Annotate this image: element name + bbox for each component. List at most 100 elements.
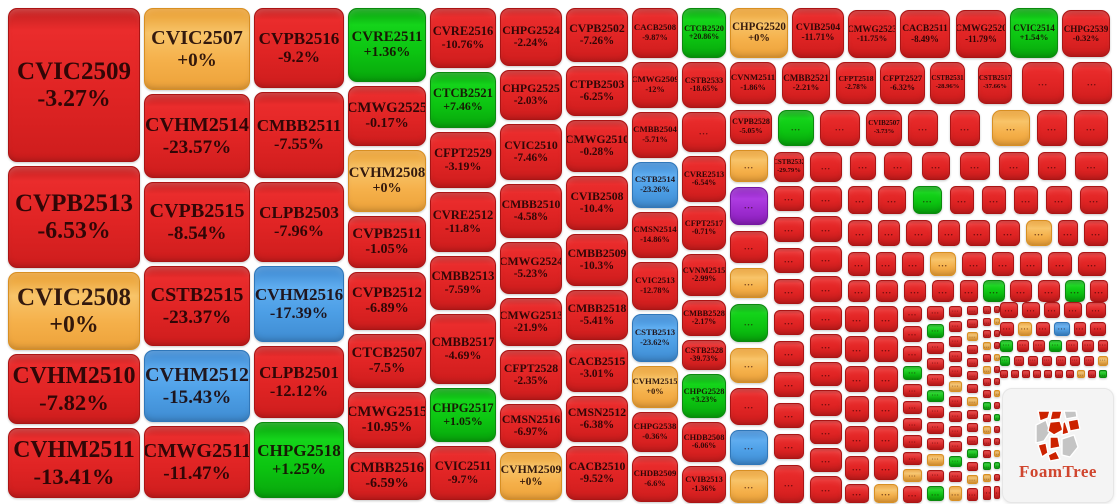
treemap-cell[interactable]: ... [1074, 322, 1086, 336]
treemap-cell[interactable]: ... [949, 396, 962, 407]
treemap-cell[interactable]: ... [876, 252, 896, 276]
treemap-cell[interactable]: ... [874, 426, 898, 452]
treemap-cell[interactable]: ... [994, 402, 1000, 409]
treemap-cell[interactable]: ... [949, 426, 962, 437]
treemap-cell[interactable]: ... [994, 438, 1000, 445]
treemap-cell[interactable]: ... [994, 318, 1000, 325]
treemap-cell[interactable]: ... [845, 426, 869, 452]
treemap-cell[interactable]: ... [1066, 370, 1074, 378]
treemap-cell-cvhm2515[interactable]: CVHM2515 +0% [632, 366, 678, 408]
treemap-cell[interactable]: ... [913, 186, 942, 214]
treemap-cell-chpg2518[interactable]: CHPG2518 +1.25% [254, 422, 344, 498]
treemap-cell[interactable]: ... [983, 342, 991, 350]
treemap-cell[interactable]: ... [927, 486, 944, 501]
treemap-cell[interactable]: ... [903, 401, 922, 414]
treemap-cell-cvic2507[interactable]: CVIC2507 +0% [144, 8, 250, 90]
treemap-cell-ctcb2520[interactable]: CTCB2520 +20.86% [682, 8, 726, 58]
treemap-cell[interactable]: ... [983, 366, 991, 374]
treemap-cell[interactable]: ... [966, 220, 990, 246]
treemap-cell[interactable]: ... [992, 252, 1014, 276]
treemap-cell[interactable]: ... [1074, 110, 1108, 146]
treemap-cell[interactable]: ... [983, 306, 991, 314]
treemap-cell[interactable]: ... [950, 186, 974, 214]
treemap-cell[interactable]: ... [1000, 356, 1010, 366]
treemap-cell[interactable]: ... [994, 450, 1000, 457]
treemap-cell-cmwg2511[interactable]: CMWG2511 -11.47% [144, 426, 250, 498]
treemap-cell-cmwg2525[interactable]: CMWG2525 -0.17% [348, 86, 426, 146]
treemap-cell[interactable]: ... [1072, 62, 1112, 104]
treemap-cell-ctcb2521[interactable]: CTCB2521 +7.46% [430, 72, 496, 128]
treemap-cell-cacb2511[interactable]: CACB2511 -8.49% [900, 10, 950, 58]
treemap-cell-chpg2538[interactable]: CHPG2538 -0.36% [632, 412, 678, 452]
treemap-cell-cstb2517[interactable]: CSTB2517 -37.66% [978, 62, 1012, 104]
treemap-cell-cvhm2511[interactable]: CVHM2511 -13.41% [8, 428, 140, 498]
treemap-cell[interactable]: ... [884, 152, 912, 180]
treemap-cell-cacb2515[interactable]: CACB2515 -3.01% [566, 344, 628, 392]
treemap-cell-ctpb2503[interactable]: CTPB2503 -6.25% [566, 66, 628, 116]
treemap-cell[interactable]: ... [1028, 356, 1038, 366]
treemap-cell[interactable]: ... [994, 390, 1000, 397]
treemap-cell-cvhm2516[interactable]: CVHM2516 -17.39% [254, 266, 344, 342]
treemap-cell[interactable]: ... [983, 450, 991, 458]
treemap-cell[interactable]: ... [1086, 302, 1106, 318]
treemap-cell[interactable]: ... [774, 248, 804, 273]
treemap-cell[interactable]: ... [903, 452, 922, 465]
treemap-cell-cfpt2529[interactable]: CFPT2529 -3.19% [430, 132, 496, 188]
treemap-cell-cmbb2528[interactable]: CMBB2528 -2.17% [682, 300, 726, 336]
treemap-cell[interactable]: ... [774, 217, 804, 242]
treemap-cell[interactable]: ... [1011, 370, 1019, 378]
treemap-cell[interactable]: ... [1056, 356, 1066, 366]
treemap-cell-cmbb2511[interactable]: CMBB2511 -7.55% [254, 92, 344, 178]
treemap-cell-cvhm2508[interactable]: CVHM2508 +0% [348, 150, 426, 212]
treemap-cell-cmwg2515[interactable]: CMWG2515 -10.95% [348, 392, 426, 448]
treemap-cell-cmwg2510[interactable]: CMWG2510 -0.28% [566, 120, 628, 172]
treemap-cell-chdb2508[interactable]: CHDB2508 -6.06% [682, 422, 726, 462]
treemap-cell[interactable]: ... [967, 345, 978, 354]
treemap-cell-cmbb2516[interactable]: CMBB2516 -6.59% [348, 452, 426, 500]
treemap-cell[interactable]: ... [903, 306, 922, 322]
treemap-cell[interactable]: ... [1000, 370, 1008, 378]
treemap-cell[interactable]: ... [1090, 322, 1106, 336]
treemap-cell[interactable]: ... [1070, 356, 1080, 366]
treemap-cell[interactable]: ... [1022, 302, 1040, 318]
treemap-cell[interactable]: ... [810, 362, 842, 386]
treemap-cell[interactable]: ... [994, 426, 1000, 433]
treemap-cell[interactable]: ... [994, 486, 1000, 499]
treemap-cell-cvpb2516[interactable]: CVPB2516 -9.2% [254, 8, 344, 88]
treemap-cell[interactable]: ... [1038, 152, 1066, 180]
treemap-cell[interactable]: ... [730, 430, 768, 465]
treemap-cell-cvib2508[interactable]: CVIB2508 -10.4% [566, 176, 628, 230]
treemap-cell-cvpb2515[interactable]: CVPB2515 -8.54% [144, 182, 250, 262]
treemap-cell[interactable]: ... [967, 410, 978, 419]
treemap-cell[interactable]: ... [1000, 340, 1013, 352]
treemap-cell[interactable]: ... [1046, 186, 1072, 214]
treemap-cell[interactable]: ... [810, 216, 842, 242]
treemap-cell[interactable]: ... [949, 321, 962, 332]
treemap-cell[interactable]: ... [994, 414, 1000, 421]
treemap-cell[interactable]: ... [927, 342, 944, 354]
treemap-cell[interactable]: ... [927, 470, 944, 482]
treemap-cell[interactable]: ... [1020, 252, 1042, 276]
treemap-cell[interactable]: ... [960, 280, 978, 302]
treemap-cell[interactable]: ... [967, 384, 978, 393]
treemap-cell[interactable]: ... [999, 152, 1029, 180]
treemap-cell[interactable]: ... [994, 462, 1000, 469]
treemap-cell-cmbb2521[interactable]: CMBB2521 -2.21% [782, 62, 830, 104]
treemap-cell[interactable]: ... [878, 186, 906, 214]
treemap-cell-cstb2533[interactable]: CSTB2533 -18.65% [682, 62, 726, 108]
treemap-cell[interactable]: ... [1042, 356, 1052, 366]
treemap-cell[interactable]: ... [1000, 302, 1018, 318]
treemap-cell[interactable]: ... [904, 280, 926, 302]
treemap-cell-chpg2539[interactable]: CHPG2539 -0.32% [1062, 10, 1110, 57]
treemap-cell[interactable]: ... [1066, 340, 1078, 352]
treemap-cell-cmbb2517[interactable]: CMBB2517 -4.69% [430, 314, 496, 384]
treemap-cell[interactable]: ... [949, 351, 962, 362]
treemap-cell[interactable]: ... [1000, 322, 1014, 336]
treemap-cell[interactable]: ... [927, 358, 944, 370]
treemap-cell[interactable]: ... [967, 358, 978, 367]
treemap-cell[interactable]: ... [774, 403, 804, 428]
treemap-cell[interactable]: ... [983, 414, 991, 422]
treemap-cell[interactable]: ... [922, 152, 950, 180]
treemap-cell[interactable]: ... [810, 334, 842, 358]
treemap-cell[interactable]: ... [994, 366, 1000, 373]
